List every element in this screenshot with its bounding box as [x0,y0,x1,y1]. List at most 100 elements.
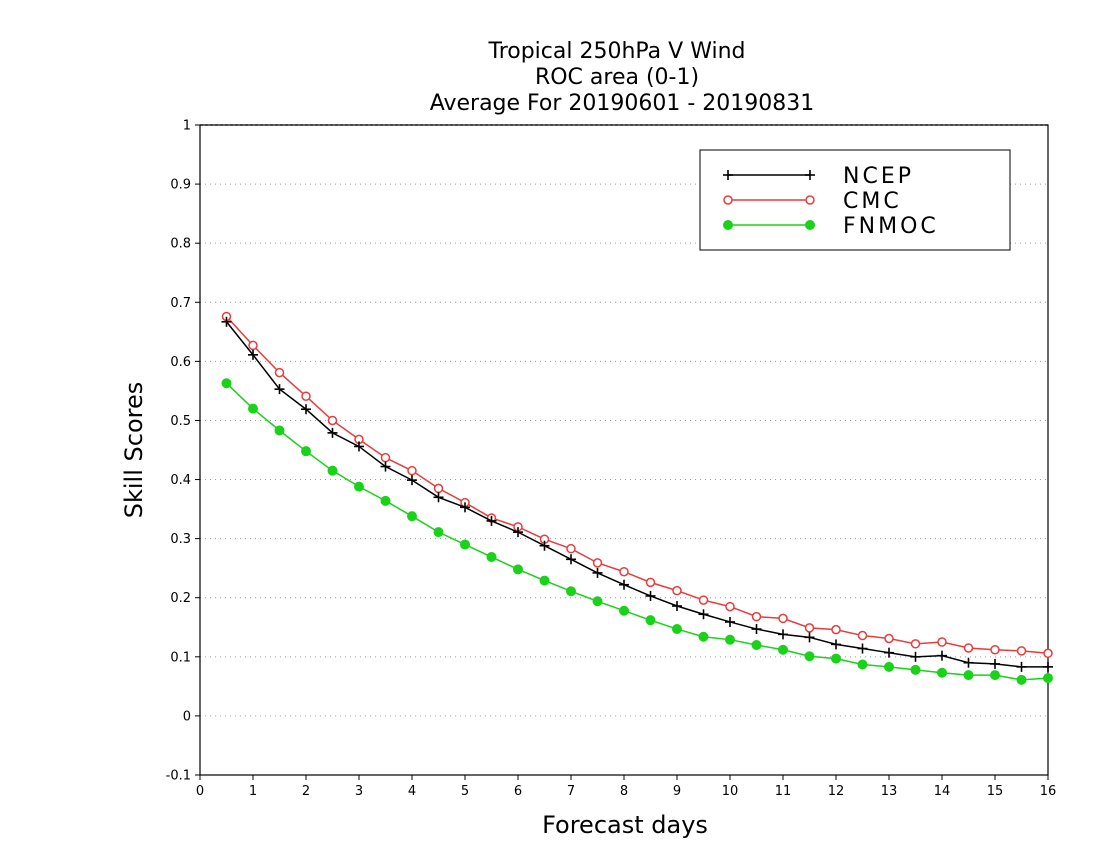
y-axis-label: Skill Scores [120,382,148,519]
data-point-cmc [327,415,338,426]
data-point-ncep [725,616,735,627]
y-tick-label: 0.1 [170,650,191,665]
x-tick-label: 11 [775,784,792,799]
data-point-fnmoc [354,481,364,492]
data-point-cmc [725,601,735,612]
data-point-cmc [645,577,656,588]
data-point-fnmoc [1016,674,1027,685]
data-point-fnmoc [804,651,815,662]
data-point-ncep [327,427,338,438]
data-point-fnmoc [380,495,391,506]
data-point-ncep [486,515,497,526]
data-point-ncep [751,624,762,635]
data-point-cmc [778,613,788,624]
x-axis-label: Forecast days [542,811,708,839]
data-point-ncep [619,579,629,590]
data-point-fnmoc [831,653,841,664]
legend-marker-ncep [723,170,733,180]
data-point-fnmoc [937,667,947,678]
data-point-fnmoc [486,551,497,562]
x-tick-label: 10 [722,784,739,799]
data-point-ncep [248,349,258,360]
data-point-cmc [380,452,391,463]
data-point-cmc [857,630,868,641]
x-tick-label: 12 [828,784,845,799]
data-point-fnmoc [1043,673,1053,684]
y-tick-label: 0.6 [170,355,191,370]
data-point-cmc [1043,648,1053,659]
data-point-fnmoc [884,661,894,672]
data-point-fnmoc [619,605,629,616]
data-point-ncep [963,657,974,668]
data-point-ncep [1043,661,1053,672]
chart-title: Tropical 250hPa V Wind ROC area (0-1) Av… [430,39,815,116]
data-point-cmc [910,639,921,649]
data-point-fnmoc [248,403,258,414]
series-line-fnmoc [225,382,1049,681]
data-point-ncep [354,441,364,452]
data-point-fnmoc [433,527,444,538]
legend-entry-ncep: NCEP [723,164,911,189]
y-tick-label: 0.5 [170,414,191,429]
title-line-1: Tropical 250hPa V Wind [487,39,745,64]
data-point-ncep [592,567,603,578]
y-tick-label: -0.1 [166,769,191,784]
data-point-cmc [884,633,894,644]
data-point-fnmoc [566,586,576,597]
y-tick-label: 1 [183,119,191,134]
data-point-ncep [539,540,550,551]
data-point-ncep [831,639,841,650]
data-point-fnmoc [460,539,470,550]
data-point-cmc [831,624,841,635]
series-cmc [221,311,1053,659]
x-tick-label: 5 [461,784,469,799]
data-point-fnmoc [407,511,417,522]
data-point-cmc [804,623,815,633]
data-point-ncep [804,632,815,643]
data-point-fnmoc [592,596,603,607]
data-point-cmc [619,566,629,577]
data-point-ncep [407,475,417,486]
series-ncep [221,316,1053,672]
data-point-fnmoc [274,425,285,436]
data-point-fnmoc [221,378,232,389]
data-point-fnmoc [990,670,1000,681]
x-tick-label: 13 [881,784,898,799]
data-point-fnmoc [751,640,762,650]
x-tick-label: 4 [408,784,416,799]
data-point-ncep [645,590,656,601]
data-point-cmc [301,391,311,401]
y-tick-label: 0.3 [170,532,191,547]
data-point-ncep [910,651,921,662]
y-tick-label: 0.2 [170,591,191,606]
data-point-fnmoc [513,564,523,575]
data-point-cmc [433,483,444,494]
data-point-fnmoc [645,615,656,626]
data-point-ncep [433,492,444,503]
legend-entry-fnmoc: FNMOC [723,214,936,239]
data-point-ncep [221,316,232,327]
axes: -0.100.10.20.30.40.50.60.70.80.910 1 2 3 4 5 6… [166,119,1057,800]
data-point-fnmoc [698,631,709,642]
x-tick-label: 6 [514,784,522,799]
x-tick-label: 3 [355,784,363,799]
data-point-fnmoc [725,634,735,645]
data-point-cmc [751,611,762,622]
legend-marker-ncep [805,170,815,180]
plot-series [221,311,1053,685]
legend-label-cmc: CMC [843,189,902,214]
data-point-ncep [380,461,391,472]
data-point-cmc [990,644,1000,655]
data-point-fnmoc [539,575,550,586]
data-point-fnmoc [963,670,974,681]
series-fnmoc [221,378,1053,685]
data-point-ncep [566,554,576,565]
legend-marker-fnmoc [805,220,815,230]
gridlines [200,183,1048,717]
y-tick-label: 0.4 [170,473,191,488]
x-tick-label: 16 [1040,784,1057,799]
data-point-cmc [407,465,417,476]
data-point-ncep [1016,661,1027,672]
